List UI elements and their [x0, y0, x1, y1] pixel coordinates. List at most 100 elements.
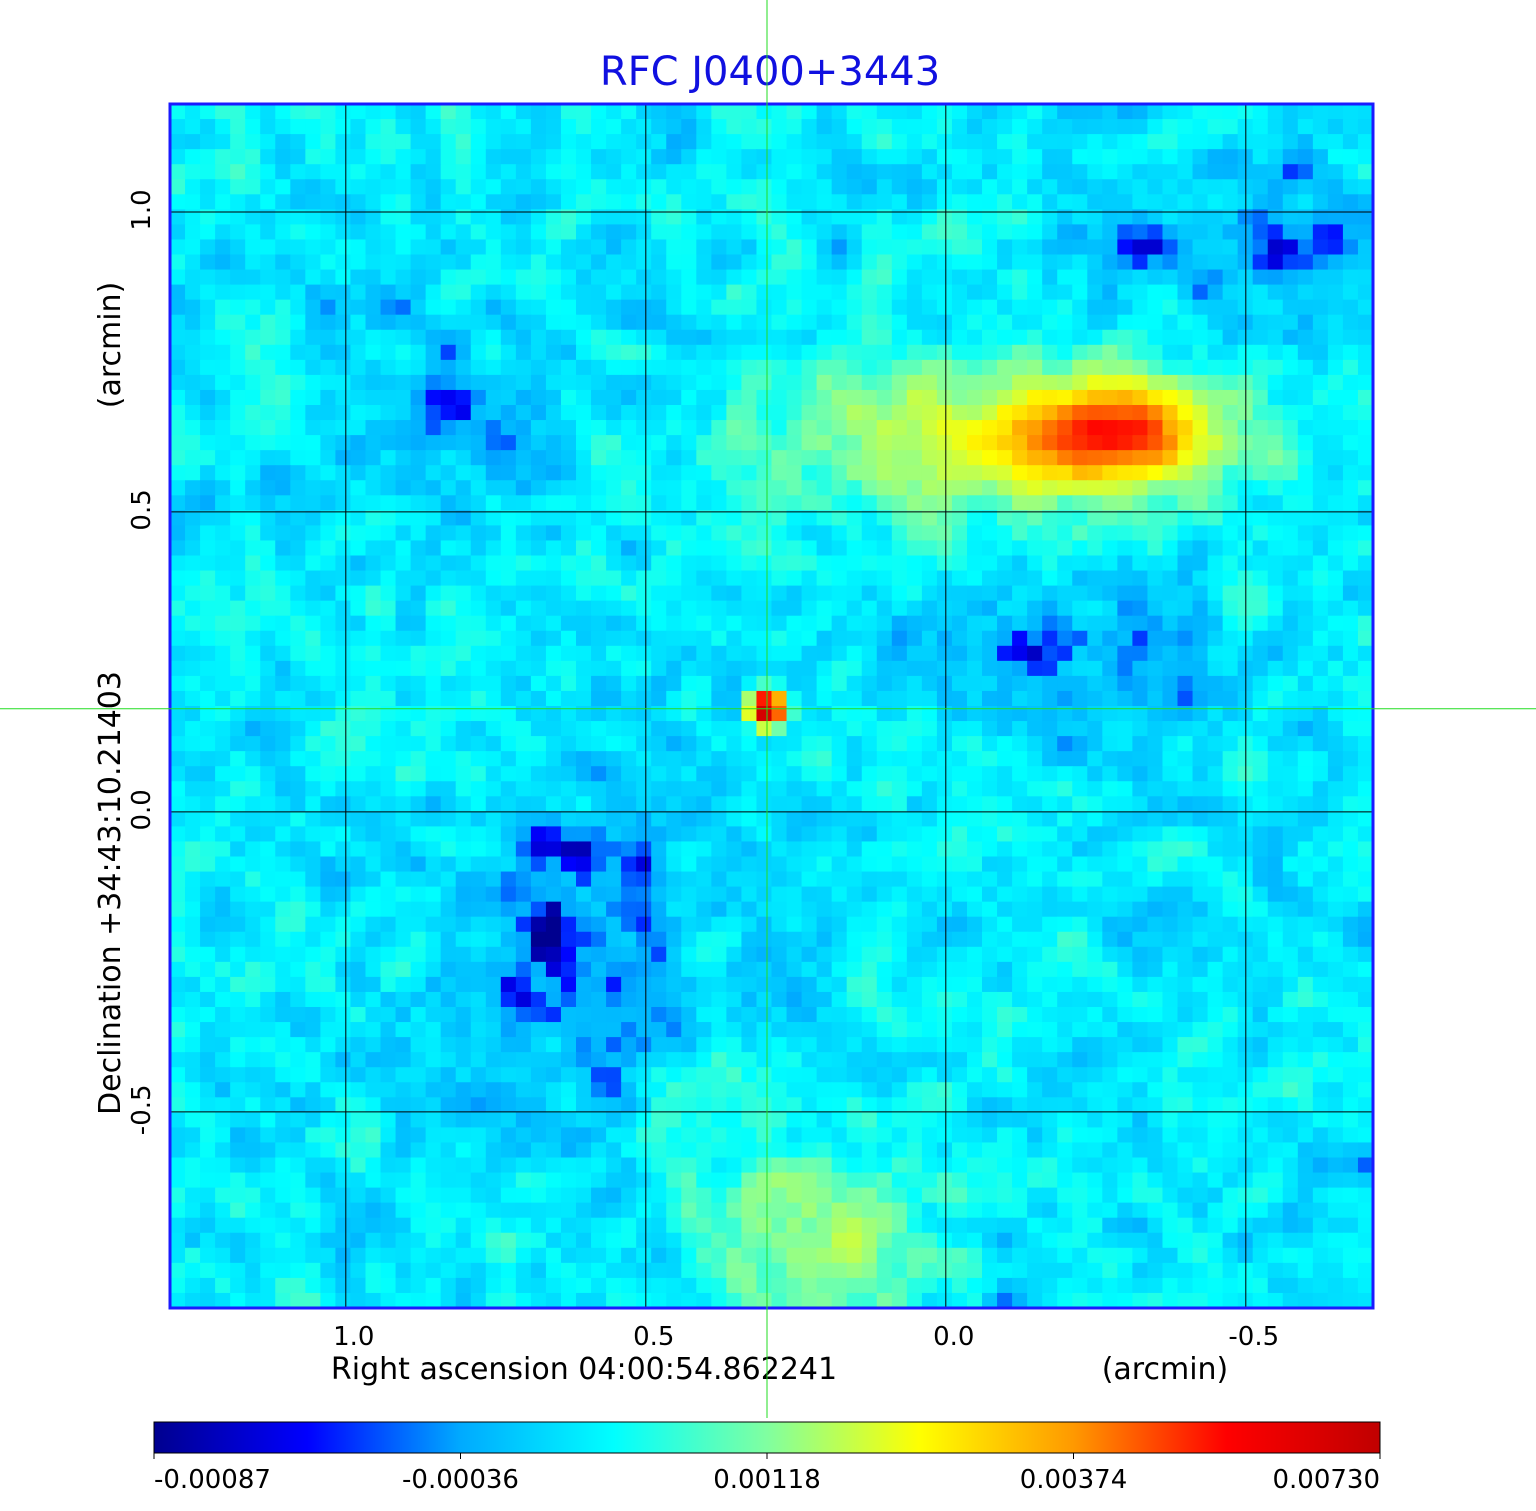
- heatmap-cell: [1117, 525, 1133, 542]
- heatmap-cell: [380, 600, 397, 617]
- heatmap-cell: [681, 450, 697, 466]
- heatmap-cell: [350, 946, 367, 963]
- heatmap-cell: [1117, 104, 1133, 120]
- heatmap-cell: [200, 405, 216, 421]
- heatmap-cell: [290, 600, 306, 617]
- heatmap-cell: [395, 525, 412, 542]
- heatmap-cell: [711, 826, 727, 843]
- heatmap-cell: [636, 420, 652, 436]
- heatmap-cell: [365, 976, 382, 993]
- heatmap-cell: [997, 149, 1013, 165]
- heatmap-cell: [1042, 465, 1058, 481]
- heatmap-cell: [726, 209, 743, 225]
- heatmap-cell: [410, 871, 427, 888]
- heatmap-cell: [1252, 164, 1269, 180]
- heatmap-cell: [245, 766, 261, 782]
- heatmap-cell: [530, 1037, 547, 1053]
- heatmap-cell: [1207, 374, 1224, 391]
- heatmap-cell: [982, 164, 998, 180]
- heatmap-cell: [530, 976, 547, 993]
- heatmap-cell: [1297, 781, 1314, 797]
- heatmap-cell: [1282, 314, 1299, 331]
- heatmap-cell: [621, 1007, 637, 1023]
- heatmap-cell: [1297, 600, 1314, 617]
- heatmap-cell: [425, 766, 442, 782]
- heatmap-cell: [1177, 525, 1194, 542]
- heatmap-cell: [1357, 179, 1374, 195]
- heatmap-cell: [711, 299, 727, 316]
- heatmap-cell: [997, 555, 1013, 572]
- heatmap-cell: [982, 871, 998, 888]
- heatmap-cell: [906, 284, 923, 301]
- heatmap-cell: [305, 480, 321, 496]
- heatmap-cell: [545, 254, 562, 271]
- heatmap-cell: [846, 811, 863, 827]
- heatmap-cell: [711, 901, 727, 918]
- heatmap-cell: [1327, 886, 1344, 903]
- heatmap-cell: [921, 104, 938, 120]
- heatmap-cell: [500, 660, 517, 677]
- heatmap-cell: [921, 856, 938, 873]
- heatmap-cell: [982, 675, 998, 692]
- heatmap-cell: [1252, 690, 1269, 707]
- heatmap-cell: [771, 269, 788, 286]
- heatmap-cell: [380, 254, 397, 271]
- heatmap-cell: [1012, 510, 1028, 526]
- heatmap-cell: [170, 344, 186, 361]
- heatmap-cell: [1357, 1007, 1374, 1023]
- heatmap-cell: [576, 946, 592, 963]
- heatmap-cell: [636, 841, 652, 858]
- heatmap-cell: [1102, 254, 1118, 271]
- heatmap-cell: [290, 991, 306, 1008]
- heatmap-cell: [1192, 826, 1209, 843]
- heatmap-cell: [1027, 811, 1043, 827]
- heatmap-cell: [831, 871, 848, 888]
- heatmap-cell: [1162, 886, 1179, 903]
- heatmap-cell: [1102, 164, 1118, 180]
- heatmap-cell: [1282, 450, 1299, 466]
- heatmap-cell: [771, 931, 788, 948]
- heatmap-cell: [1222, 465, 1239, 481]
- heatmap-cell: [651, 435, 667, 451]
- heatmap-cell: [636, 991, 652, 1008]
- heatmap-cell: [215, 751, 231, 767]
- heatmap-cell: [170, 615, 186, 632]
- heatmap-cell: [936, 585, 953, 602]
- heatmap-cell: [1177, 405, 1194, 421]
- heatmap-cell: [771, 946, 788, 963]
- heatmap-cell: [1222, 585, 1239, 602]
- heatmap-cell: [846, 751, 863, 767]
- heatmap-cell: [1132, 299, 1149, 316]
- heatmap-cell: [1327, 826, 1344, 843]
- heatmap-cell: [1012, 359, 1028, 376]
- heatmap-cell: [1282, 389, 1299, 406]
- heatmap-cell: [200, 329, 216, 346]
- heatmap-cell: [1057, 570, 1073, 587]
- heatmap-cell: [1057, 314, 1073, 331]
- heatmap-cell: [1207, 1022, 1224, 1038]
- heatmap-cell: [230, 991, 246, 1008]
- heatmap-cell: [215, 841, 231, 858]
- heatmap-cell: [1177, 1007, 1194, 1023]
- heatmap-cell: [1192, 961, 1209, 978]
- heatmap-cell: [951, 976, 968, 993]
- heatmap-cell: [215, 1022, 231, 1038]
- heatmap-cell: [846, 374, 863, 391]
- heatmap-cell: [997, 781, 1013, 797]
- heatmap-cell: [651, 450, 667, 466]
- heatmap-cell: [410, 405, 427, 421]
- heatmap-cell: [485, 675, 502, 692]
- heatmap-cell: [245, 600, 261, 617]
- heatmap-cell: [1027, 585, 1043, 602]
- heatmap-cell: [1267, 796, 1284, 812]
- heatmap-cell: [876, 690, 893, 707]
- heatmap-cell: [1297, 540, 1314, 557]
- heatmap-cell: [891, 209, 908, 225]
- heatmap-cell: [891, 961, 908, 978]
- heatmap-cell: [275, 615, 291, 632]
- heatmap-cell: [185, 736, 201, 752]
- heatmap-cell: [1042, 856, 1058, 873]
- heatmap-cell: [891, 435, 908, 451]
- heatmap-cell: [515, 931, 532, 948]
- heatmap-cell: [891, 600, 908, 617]
